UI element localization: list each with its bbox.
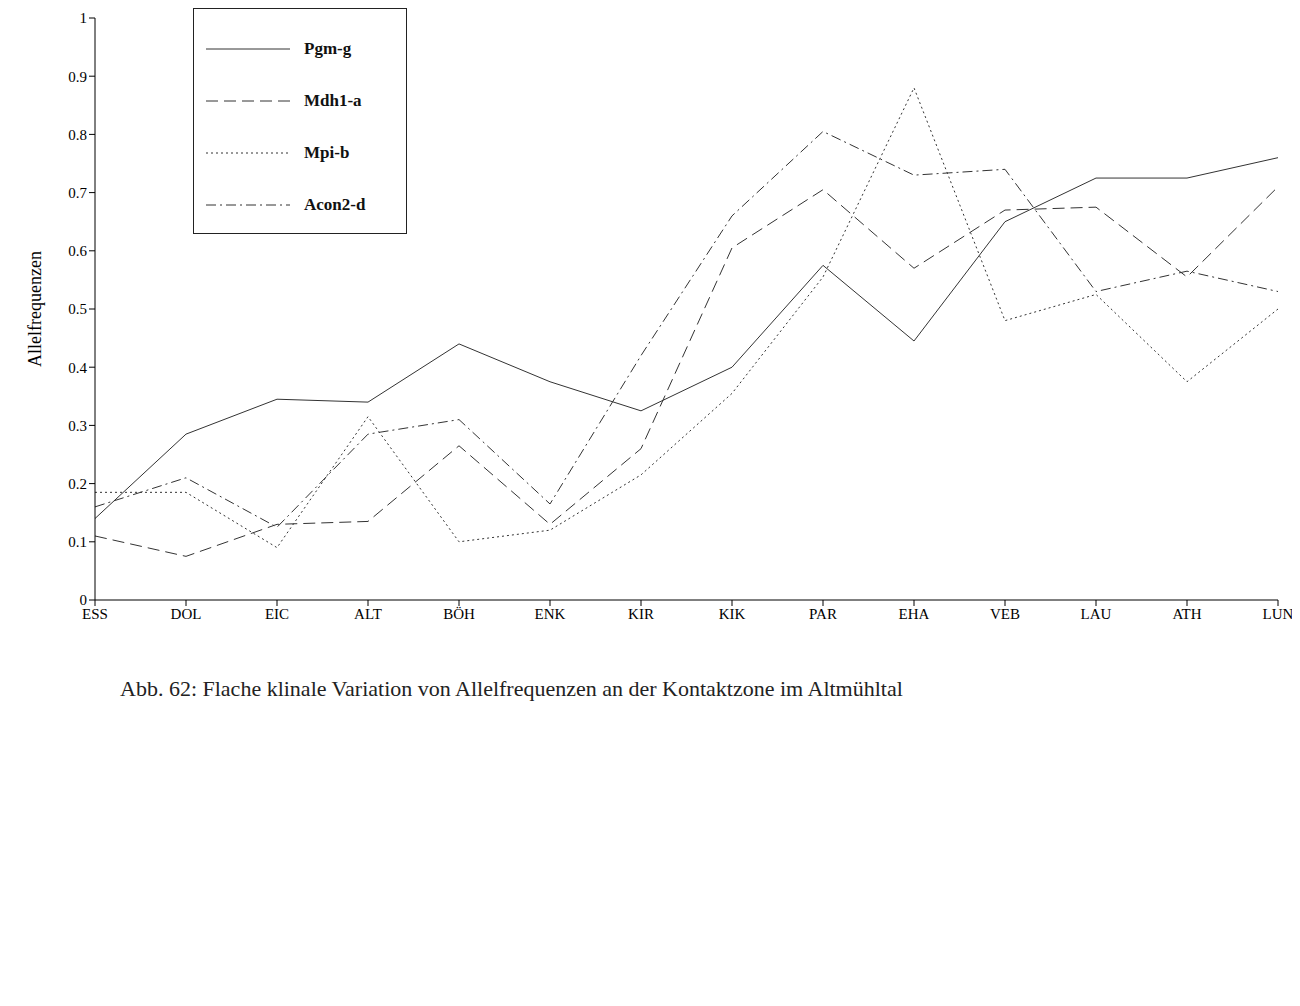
svg-text:EHA: EHA bbox=[899, 606, 930, 622]
html-text:Acon2-d: Acon2-d bbox=[304, 195, 366, 214]
svg-text:0.1: 0.1 bbox=[68, 534, 87, 550]
svg-text:0.2: 0.2 bbox=[68, 476, 87, 492]
svg-text:0.8: 0.8 bbox=[68, 127, 87, 143]
svg-text:0.9: 0.9 bbox=[68, 69, 87, 85]
svg-text:1: 1 bbox=[80, 10, 88, 26]
svg-text:LUN: LUN bbox=[1263, 606, 1292, 622]
svg-text:PAR: PAR bbox=[809, 606, 837, 622]
svg-text:KIK: KIK bbox=[719, 606, 746, 622]
svg-text:LAU: LAU bbox=[1081, 606, 1112, 622]
html-text:Mdh1-a: Mdh1-a bbox=[304, 91, 362, 110]
svg-text:KIR: KIR bbox=[628, 606, 654, 622]
svg-text:0.4: 0.4 bbox=[68, 360, 87, 376]
svg-text:0.3: 0.3 bbox=[68, 418, 87, 434]
svg-text:0.7: 0.7 bbox=[68, 185, 87, 201]
svg-text:ATH: ATH bbox=[1172, 606, 1201, 622]
svg-text:EIC: EIC bbox=[265, 606, 289, 622]
html-text:Pgm-g: Pgm-g bbox=[304, 39, 352, 58]
svg-text:0.6: 0.6 bbox=[68, 243, 87, 259]
svg-text:ENK: ENK bbox=[535, 606, 566, 622]
svg-text:0: 0 bbox=[80, 592, 88, 608]
svg-text:VEB: VEB bbox=[990, 606, 1020, 622]
html-text:Abb. 62: Flache klinale Variat: Abb. 62: Flache klinale Variation von Al… bbox=[120, 676, 903, 701]
svg-text:BÖH: BÖH bbox=[443, 606, 475, 622]
svg-text:ESS: ESS bbox=[82, 605, 108, 622]
svg-text:Allelfrequenzen: Allelfrequenzen bbox=[25, 251, 45, 367]
svg-text:DOL: DOL bbox=[171, 606, 202, 622]
html-text:Mpi-b: Mpi-b bbox=[304, 143, 350, 162]
svg-text:0.5: 0.5 bbox=[68, 301, 87, 317]
svg-text:ALT: ALT bbox=[354, 606, 382, 622]
